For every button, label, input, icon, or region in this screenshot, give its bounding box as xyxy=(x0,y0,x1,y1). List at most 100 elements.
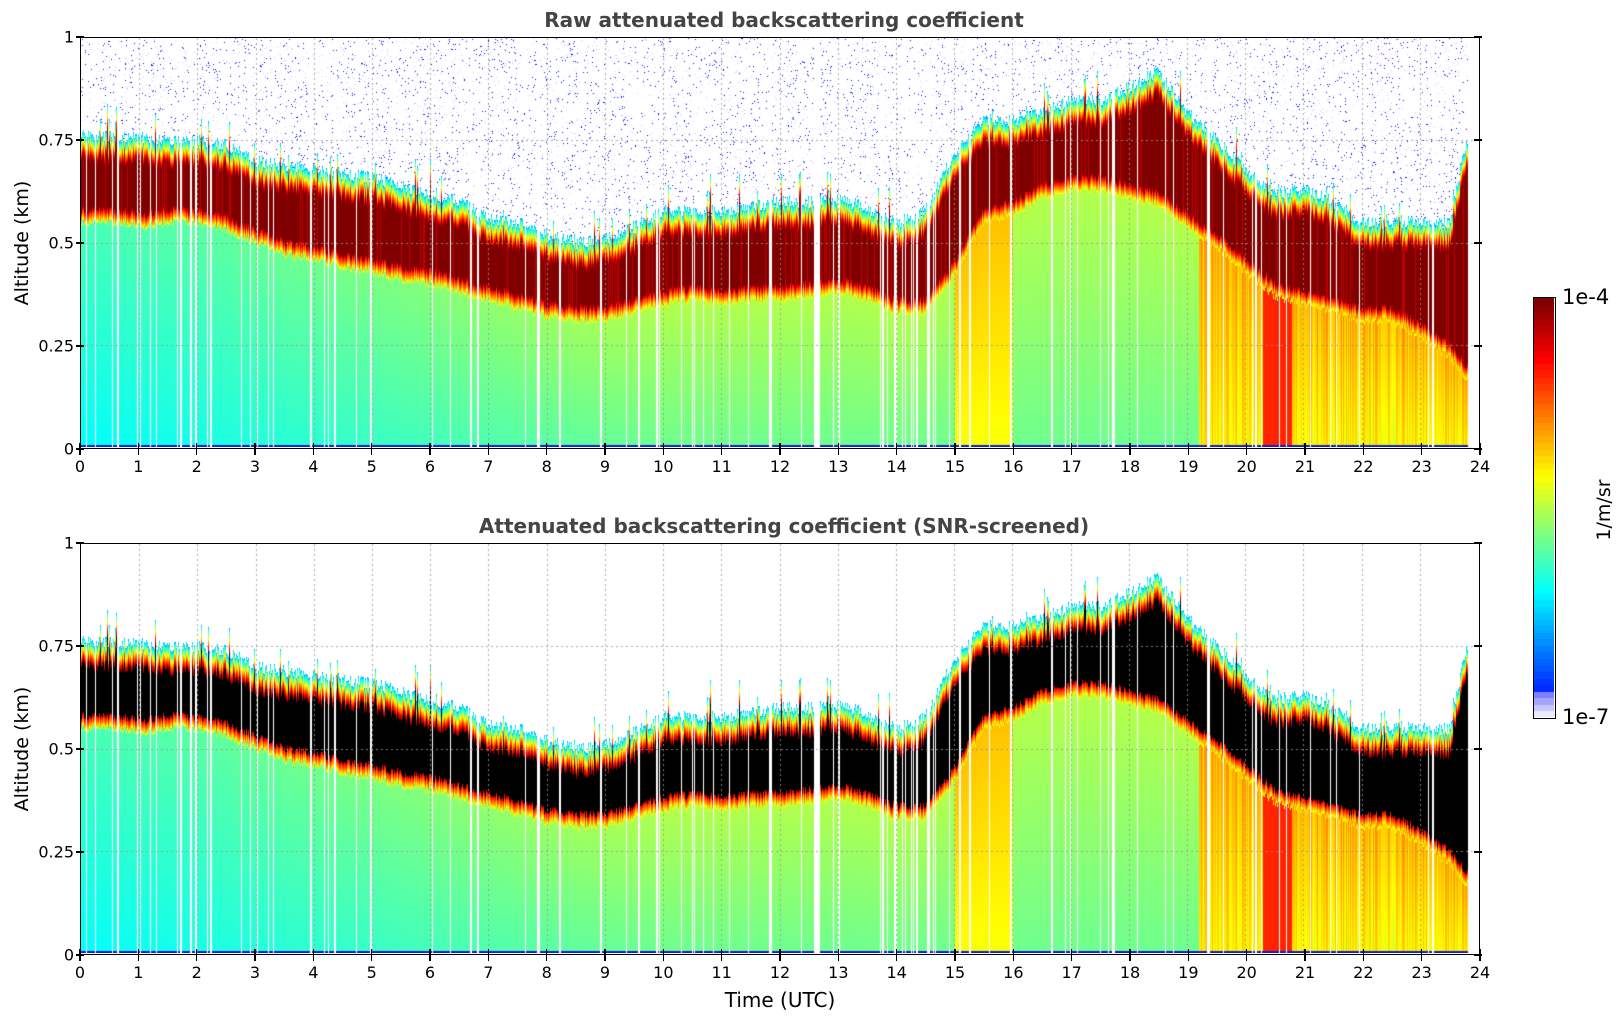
raw-panel-title: Raw attenuated backscattering coefficien… xyxy=(544,8,1024,32)
x-tick-mark xyxy=(720,443,723,455)
colorbar-min-label: 1e-7 xyxy=(1562,705,1610,729)
x-tick-label: 21 xyxy=(1294,457,1316,476)
x-tick-label: 18 xyxy=(1119,963,1141,982)
y-tick-mark-right xyxy=(1474,36,1482,38)
y-tick-mark xyxy=(76,139,84,141)
x-tick-mark xyxy=(1420,443,1423,455)
x-tick-mark xyxy=(137,443,140,455)
y-tick-label: 0 xyxy=(63,439,74,459)
colorbar-gradient xyxy=(1534,298,1554,717)
y-tick-mark-right xyxy=(1474,242,1482,244)
x-tick-label: 2 xyxy=(191,963,202,982)
x-tick-label: 10 xyxy=(653,457,674,476)
y-tick-label: 0 xyxy=(63,945,74,965)
x-tick-label: 3 xyxy=(249,963,261,982)
x-tick-mark xyxy=(1012,949,1015,961)
x-tick-label: 5 xyxy=(366,457,377,476)
y-tick-mark xyxy=(76,448,84,450)
x-tick-label: 10 xyxy=(653,963,674,982)
x-tick-mark xyxy=(195,949,198,961)
x-tick-mark xyxy=(779,443,781,455)
x-tick-mark xyxy=(662,443,665,455)
x-tick-mark xyxy=(837,443,840,455)
x-tick-mark xyxy=(1070,949,1073,961)
x-tick-mark xyxy=(954,949,956,961)
x-tick-label: 1 xyxy=(133,457,144,476)
y-tick-label: 1 xyxy=(63,27,74,47)
y-tick-label: 0.5 xyxy=(48,739,74,759)
x-tick-mark xyxy=(1129,443,1131,455)
x-tick-mark xyxy=(195,443,198,455)
y-tick-mark-right xyxy=(1474,542,1482,544)
x-tick-label: 19 xyxy=(1178,963,1199,982)
x-tick-mark xyxy=(720,949,723,961)
x-tick-label: 7 xyxy=(483,963,494,982)
x-tick-mark xyxy=(1245,949,1248,961)
y-tick-mark xyxy=(76,954,84,956)
y-tick-mark-right xyxy=(1474,139,1482,141)
x-tick-label: 20 xyxy=(1236,963,1257,982)
y-tick-mark xyxy=(76,345,84,347)
x-tick-label: 22 xyxy=(1353,963,1374,982)
x-tick-mark xyxy=(895,949,898,961)
x-tick-label: 20 xyxy=(1236,457,1257,476)
x-tick-mark xyxy=(429,949,431,961)
x-tick-label: 16 xyxy=(1003,963,1024,982)
x-tick-mark xyxy=(254,949,256,961)
colorbar-units-label: 1/m/sr xyxy=(1593,479,1615,541)
x-tick-label: 12 xyxy=(769,963,791,982)
x-tick-label: 23 xyxy=(1411,457,1432,476)
x-tick-label: 22 xyxy=(1353,457,1374,476)
x-tick-mark xyxy=(487,443,490,455)
x-tick-mark xyxy=(837,949,840,961)
x-tick-label: 4 xyxy=(308,457,319,476)
x-tick-mark xyxy=(312,443,315,455)
screened-heatmap-canvas xyxy=(81,544,1478,953)
x-tick-mark xyxy=(254,443,256,455)
colorbar-max-label: 1e-4 xyxy=(1562,285,1610,309)
x-tick-label: 9 xyxy=(599,457,611,476)
x-tick-mark xyxy=(1304,949,1306,961)
raw-heatmap-canvas xyxy=(81,38,1478,447)
raw-y-axis-label: Altitude (km) xyxy=(11,180,33,306)
screened-y-axis-label: Altitude (km) xyxy=(11,686,33,812)
y-tick-label: 0.75 xyxy=(38,130,74,150)
y-tick-mark-right xyxy=(1474,954,1482,956)
x-tick-label: 0 xyxy=(74,457,86,476)
x-tick-label: 11 xyxy=(711,457,732,476)
x-tick-label: 8 xyxy=(541,963,552,982)
x-tick-label: 15 xyxy=(944,963,966,982)
x-tick-mark xyxy=(370,949,373,961)
x-axis-label: Time (UTC) xyxy=(724,988,836,1012)
x-tick-mark xyxy=(1012,443,1015,455)
x-tick-label: 1 xyxy=(133,963,144,982)
x-tick-label: 13 xyxy=(828,963,849,982)
x-tick-mark xyxy=(1187,949,1190,961)
x-tick-label: 24 xyxy=(1469,963,1491,982)
y-tick-label: 0.75 xyxy=(38,636,74,656)
y-tick-mark xyxy=(76,542,84,544)
colorbar xyxy=(1533,297,1556,719)
x-tick-label: 19 xyxy=(1178,457,1199,476)
x-tick-label: 8 xyxy=(541,457,552,476)
x-tick-mark xyxy=(429,443,431,455)
x-tick-mark xyxy=(1070,443,1073,455)
x-tick-label: 17 xyxy=(1061,963,1082,982)
y-tick-mark xyxy=(76,645,84,647)
x-tick-label: 7 xyxy=(483,457,494,476)
x-tick-label: 24 xyxy=(1469,457,1491,476)
x-tick-label: 17 xyxy=(1061,457,1082,476)
y-tick-mark-right xyxy=(1474,345,1482,347)
x-tick-mark xyxy=(312,949,315,961)
x-tick-mark xyxy=(1362,949,1365,961)
x-tick-label: 15 xyxy=(944,457,966,476)
y-tick-mark-right xyxy=(1474,748,1482,750)
y-tick-mark xyxy=(76,242,84,244)
raw-heatmap-axes[interactable] xyxy=(80,37,1480,449)
x-tick-label: 13 xyxy=(828,457,849,476)
x-tick-label: 5 xyxy=(366,963,377,982)
x-tick-mark xyxy=(487,949,490,961)
screened-heatmap-axes[interactable] xyxy=(80,543,1480,955)
x-tick-label: 23 xyxy=(1411,963,1432,982)
x-tick-mark xyxy=(604,443,606,455)
